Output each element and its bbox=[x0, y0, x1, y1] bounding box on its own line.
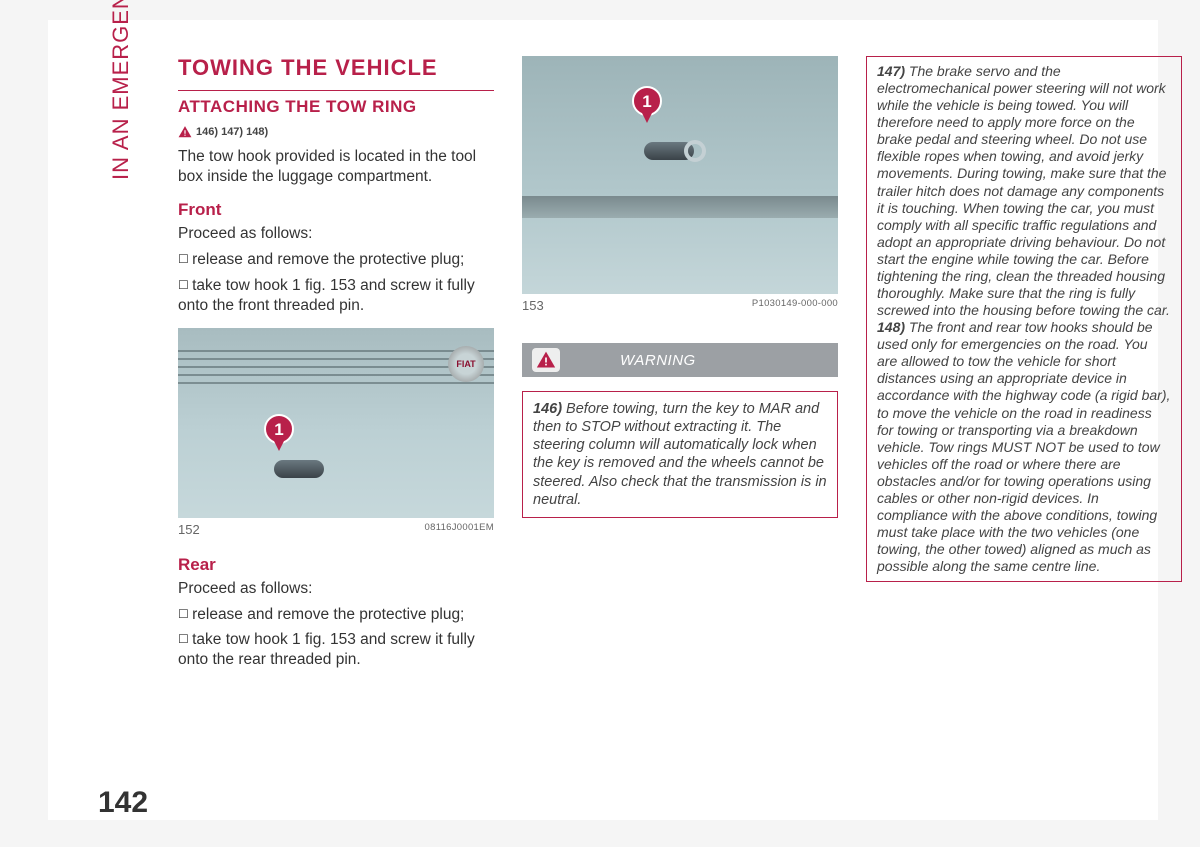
warning-bar: WARNING bbox=[522, 343, 838, 377]
rear-proceed: Proceed as follows: bbox=[178, 579, 494, 599]
page-number: 142 bbox=[98, 786, 148, 820]
warning-bar-triangle-icon bbox=[532, 348, 560, 372]
warning-146-num: 146) bbox=[533, 401, 562, 417]
warning-148-num: 148) bbox=[877, 319, 905, 335]
figure-153-marker-1: 1 bbox=[632, 86, 662, 116]
warning-148-text: The front and rear tow hooks should be u… bbox=[877, 319, 1170, 574]
front-proceed: Proceed as follows: bbox=[178, 224, 494, 244]
fig153-code: P1030149-000-000 bbox=[752, 298, 838, 313]
tow-hook-rear bbox=[644, 142, 694, 160]
warning-box-146: 146) Before towing, turn the key to MAR … bbox=[522, 391, 838, 518]
figure-153-caption: 153 P1030149-000-000 bbox=[522, 298, 838, 313]
warning-box-147-148: 147) The brake servo and the electromech… bbox=[866, 56, 1182, 582]
heading-towing: TOWING THE VEHICLE bbox=[178, 56, 494, 80]
warning-ref-line: 146) 147) 148) bbox=[178, 125, 494, 139]
rear-bullet-2: take tow hook 1 fig. 153 and screw it fu… bbox=[178, 630, 494, 670]
warning-147-num: 147) bbox=[877, 63, 905, 79]
warning-146-text: Before towing, turn the key to MAR and t… bbox=[533, 401, 827, 508]
tow-hook-front bbox=[274, 460, 324, 478]
warning-triangle-icon bbox=[178, 125, 192, 139]
heading-rear: Rear bbox=[178, 555, 494, 575]
heading-attaching: ATTACHING THE TOW RING bbox=[178, 90, 494, 117]
warning-label: WARNING bbox=[620, 352, 696, 369]
warning-147-text: The brake servo and the electromechanica… bbox=[877, 63, 1170, 318]
figure-152-caption: 152 08116J0001EM bbox=[178, 522, 494, 537]
heading-front: Front bbox=[178, 200, 494, 220]
fig153-number: 153 bbox=[522, 298, 544, 313]
fig152-code: 08116J0001EM bbox=[425, 522, 494, 537]
figure-marker-1: 1 bbox=[264, 414, 294, 444]
rear-bullet-1: release and remove the protective plug; bbox=[178, 605, 494, 625]
figure-153: 1 bbox=[522, 56, 838, 294]
column-3: 147) The brake servo and the electromech… bbox=[866, 56, 1182, 676]
column-2: 1 153 P1030149-000-000 WARNING 146) Befo… bbox=[522, 56, 838, 676]
intro-text: The tow hook provided is located in the … bbox=[178, 147, 494, 187]
fig152-number: 152 bbox=[178, 522, 200, 537]
column-1: TOWING THE VEHICLE ATTACHING THE TOW RIN… bbox=[178, 56, 494, 676]
figure-152: FIAT 1 bbox=[178, 328, 494, 518]
warning-refs: 146) 147) 148) bbox=[196, 126, 268, 138]
section-vertical-label: IN AN EMERGENCY bbox=[108, 0, 134, 180]
fiat-badge-icon: FIAT bbox=[448, 346, 484, 382]
front-bullet-2: take tow hook 1 fig. 153 and screw it fu… bbox=[178, 276, 494, 316]
front-bullet-1: release and remove the protective plug; bbox=[178, 250, 494, 270]
